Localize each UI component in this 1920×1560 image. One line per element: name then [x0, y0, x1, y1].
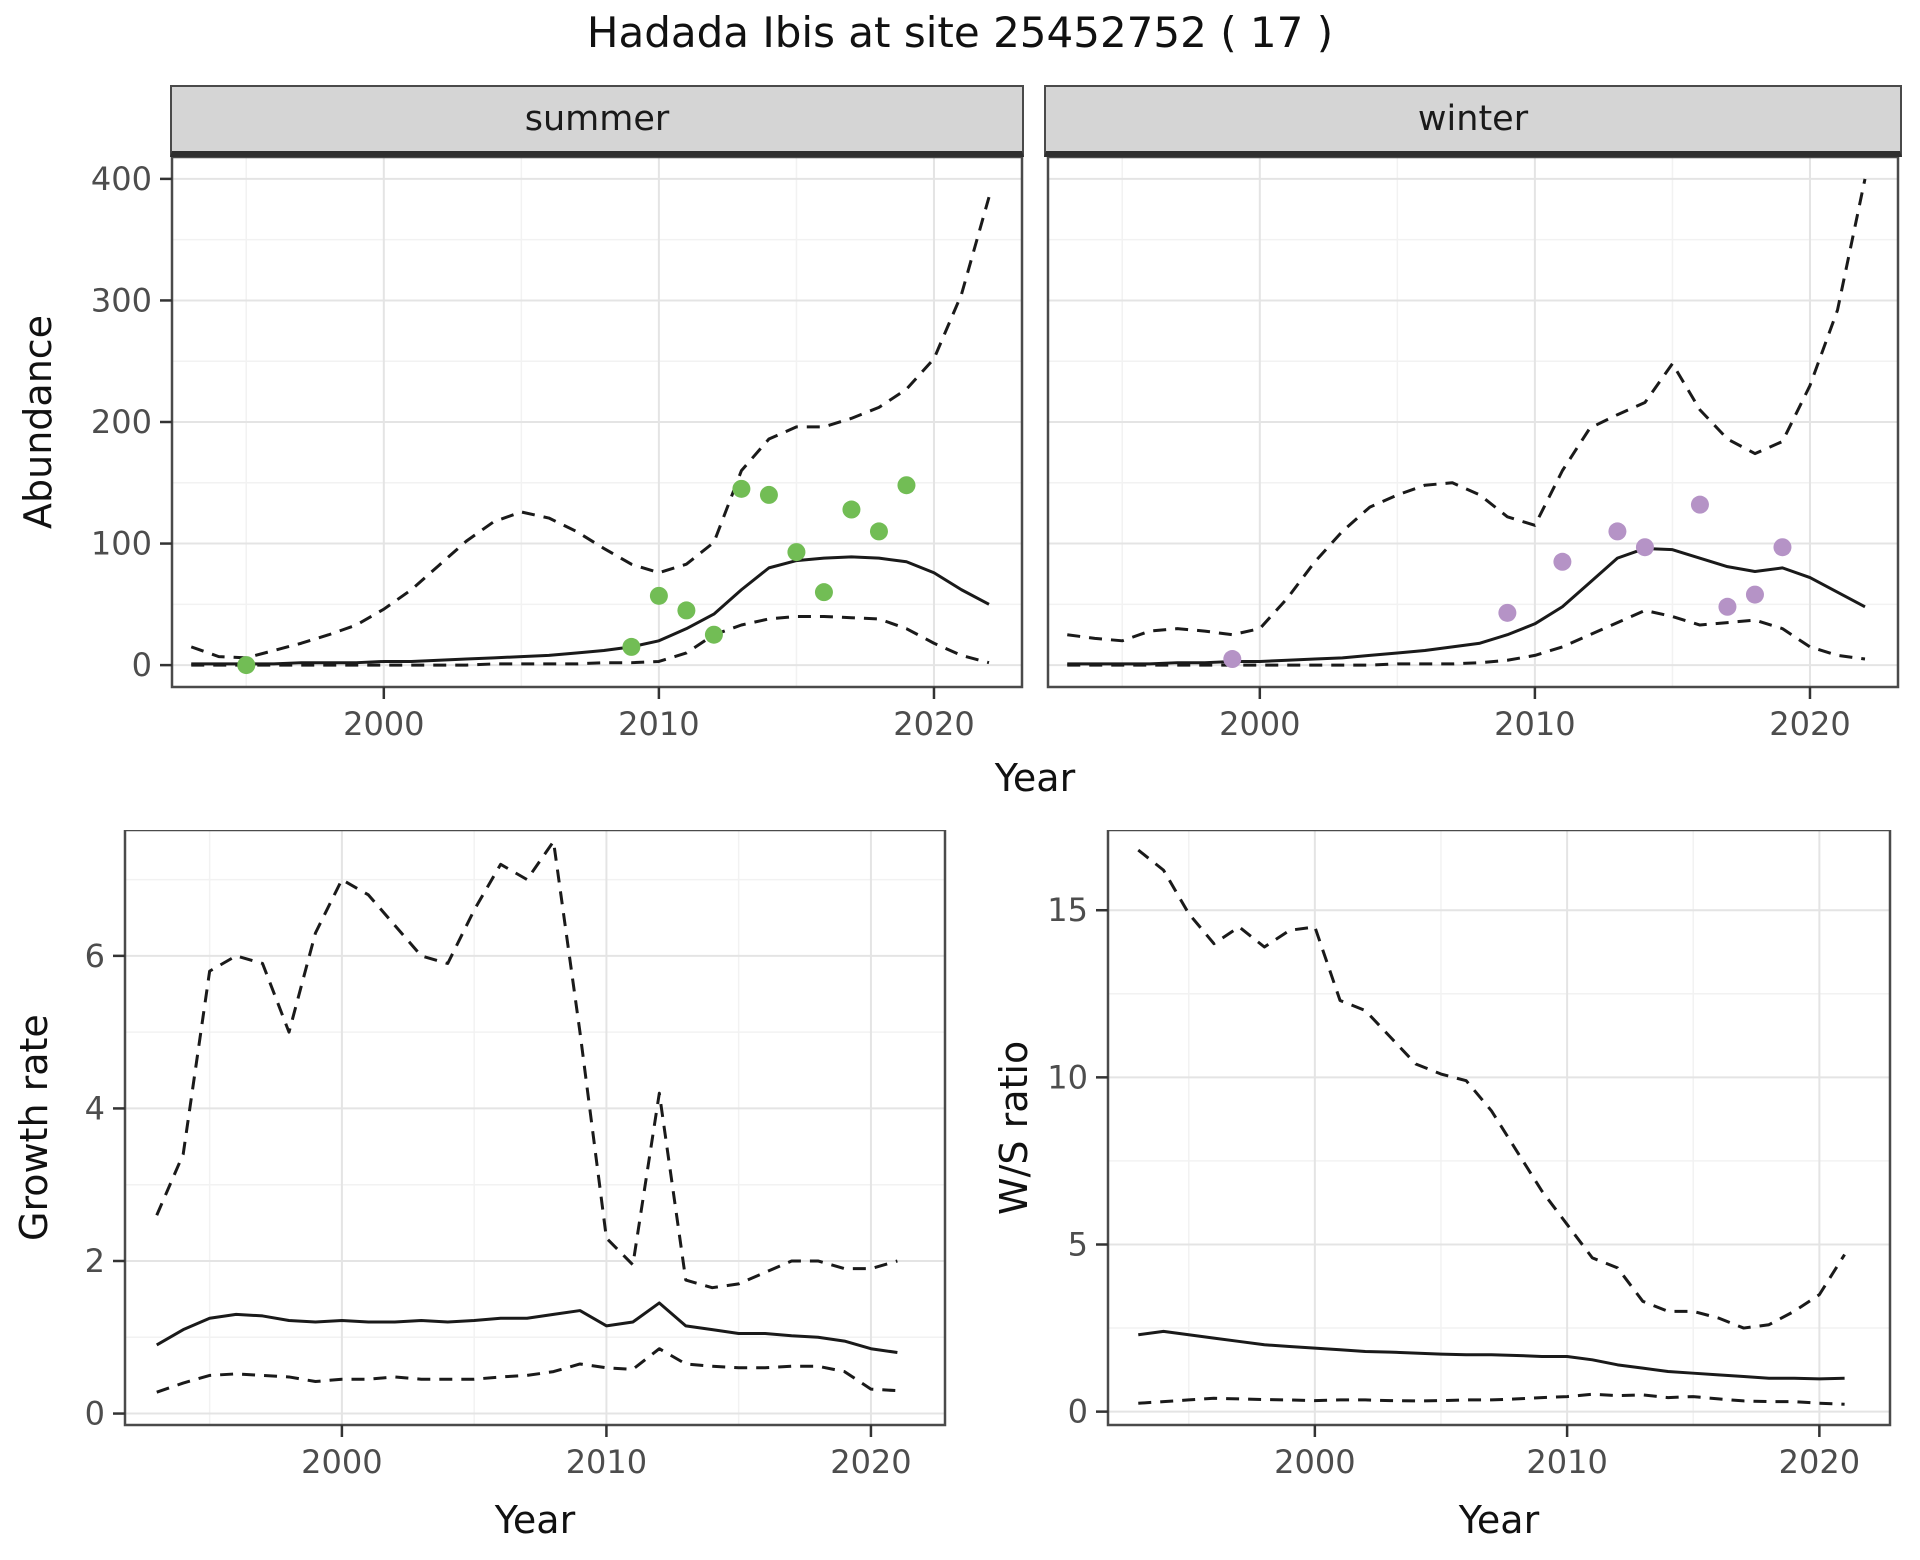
- observation-point: [677, 601, 696, 620]
- y-tick-label: 0: [132, 646, 152, 684]
- observation-point: [1608, 522, 1627, 541]
- upper_ci-line: [155, 839, 898, 1290]
- facet-strip-summer-label: summer: [524, 99, 670, 139]
- series-group: [1137, 848, 1846, 1406]
- observation-point: [622, 637, 641, 656]
- x-tick-label: 2000: [1219, 705, 1300, 743]
- growth-rate-chart: 2000 2010 2020 0 2 4 6: [85, 830, 947, 1481]
- observation-point: [1718, 597, 1737, 616]
- observation-point: [1773, 538, 1792, 557]
- lower_ci-line: [191, 614, 990, 667]
- panel-background: [125, 830, 945, 1425]
- observation-point: [1553, 552, 1572, 571]
- y-tick-label: 0: [85, 1395, 105, 1433]
- observation-point: [1635, 538, 1654, 557]
- x-axis-label-year-ws: Year: [1458, 1498, 1540, 1542]
- observation-point: [1690, 495, 1709, 514]
- y-tick-label: 100: [91, 525, 152, 563]
- mean-line: [191, 555, 990, 666]
- mean-line: [1067, 546, 1866, 666]
- upper_ci-line: [1137, 848, 1846, 1330]
- x-axis-label-year-growth: Year: [494, 1498, 576, 1542]
- lower_ci-line: [1138, 1392, 1845, 1406]
- panel-border: [1106, 830, 1892, 1427]
- x-tick-label: 2020: [1769, 705, 1850, 743]
- observation-point: [897, 476, 916, 495]
- y-axis-label-ws-ratio: W/S ratio: [992, 1040, 1036, 1215]
- observation-point: [1498, 603, 1517, 622]
- observation-point: [759, 485, 778, 504]
- observation-point: [869, 522, 888, 541]
- x-axis-label-year-top: Year: [994, 756, 1076, 800]
- x-tick-label: 2010: [1494, 705, 1575, 743]
- y-tick-label: 10: [1047, 1058, 1088, 1096]
- mean-line: [155, 1301, 898, 1355]
- facet-strip-winter: winter: [1044, 85, 1902, 157]
- x-tick-label: 2020: [1779, 1443, 1860, 1481]
- x-tick-label: 2010: [618, 705, 699, 743]
- x-tick-label: 2000: [343, 705, 424, 743]
- lower_ci-line: [1067, 608, 1866, 667]
- ws-ratio-chart: 2000 2010 2020 0 5 10 15: [1047, 830, 1892, 1481]
- y-tick-label: 6: [85, 937, 105, 975]
- y-tick-label: 2: [85, 1242, 105, 1280]
- observation-point: [842, 500, 861, 519]
- observation-point: [814, 583, 833, 602]
- series-group: [1067, 178, 1867, 669]
- figure-title: Hadada Ibis at site 25452752 ( 17 ): [586, 8, 1334, 57]
- series-group: [155, 839, 898, 1394]
- y-tick-label: 5: [1068, 1225, 1088, 1263]
- panel-border: [123, 830, 947, 1427]
- y-axis-label-abundance: Abundance: [16, 314, 60, 530]
- summer-abundance-chart: 2000 2010 2020 0 100 200 300 400: [91, 157, 1024, 743]
- x-tick-label: 2000: [301, 1443, 382, 1481]
- y-tick-label: 400: [91, 160, 152, 198]
- x-tick-label: 2010: [1526, 1443, 1607, 1481]
- panel-border: [1046, 157, 1900, 689]
- y-axis-label-growth-rate: Growth rate: [12, 1014, 56, 1241]
- y-tick-label: 4: [85, 1089, 105, 1127]
- upper_ci-line: [1067, 178, 1867, 643]
- winter-abundance-chart: 2000 2010 2020: [1046, 157, 1900, 743]
- y-tick-label: 0: [1068, 1393, 1088, 1431]
- observation-point: [732, 479, 751, 498]
- observation-point: [237, 656, 256, 675]
- facet-strip-winter-label: winter: [1417, 99, 1529, 139]
- observation-point: [1745, 585, 1764, 604]
- observation-point: [787, 543, 806, 562]
- x-tick-label: 2020: [893, 705, 974, 743]
- upper_ci-line: [190, 196, 991, 660]
- x-tick-label: 2010: [566, 1443, 647, 1481]
- observation-point: [1223, 650, 1242, 669]
- mean-line: [1138, 1329, 1845, 1381]
- panel-background: [1108, 830, 1890, 1425]
- x-tick-label: 2020: [830, 1443, 911, 1481]
- observation-point: [704, 625, 723, 644]
- series-group: [190, 196, 991, 675]
- y-tick-label: 300: [91, 281, 152, 319]
- y-tick-label: 15: [1047, 891, 1088, 929]
- y-tick-label: 200: [91, 403, 152, 441]
- observation-point: [649, 586, 668, 605]
- facet-strip-summer: summer: [170, 85, 1024, 157]
- x-tick-label: 2000: [1274, 1443, 1355, 1481]
